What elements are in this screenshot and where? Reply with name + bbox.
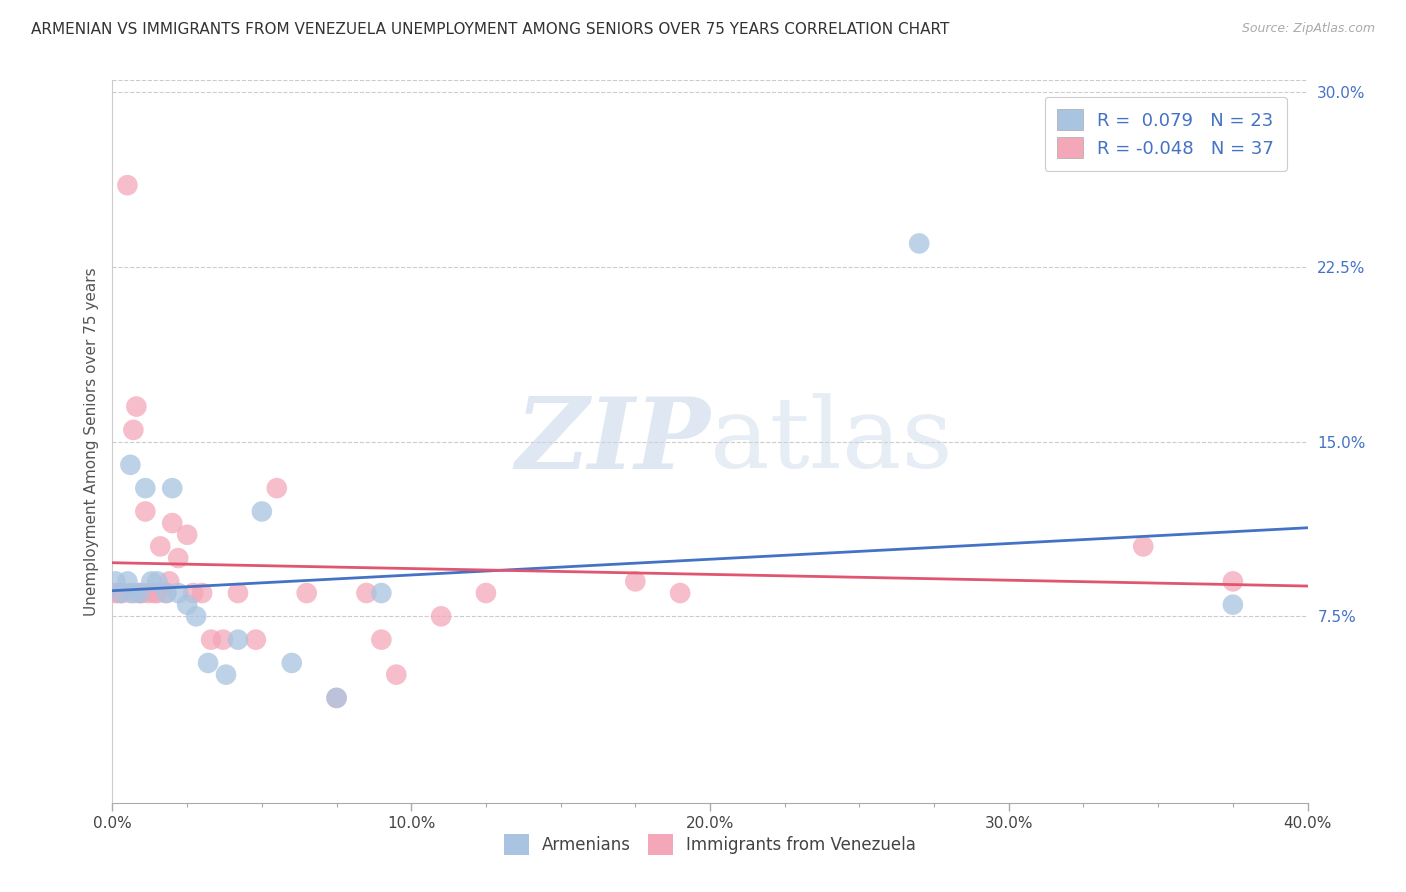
Point [141,574,163,589]
Point [385,667,408,681]
Point [122,423,145,437]
Point [162,516,183,530]
Point [191,586,214,600]
Point [125,400,148,414]
Point [146,586,169,600]
Point [370,586,392,600]
Point [117,574,139,589]
Point [146,574,169,589]
Point [122,586,145,600]
Point [143,586,166,600]
Point [624,574,647,589]
Point [1132,540,1154,554]
Text: Source: ZipAtlas.com: Source: ZipAtlas.com [1241,22,1375,36]
Point [176,528,198,542]
Point [475,586,498,600]
Point [167,551,190,566]
Point [226,586,249,600]
Legend: Armenians, Immigrants from Venezuela: Armenians, Immigrants from Venezuela [495,826,925,863]
Point [200,632,222,647]
Point [1222,574,1244,589]
Point [155,586,177,600]
Y-axis label: Unemployment Among Seniors over 75 years: Unemployment Among Seniors over 75 years [83,268,98,615]
Text: ZIP: ZIP [515,393,710,490]
Point [167,586,190,600]
Point [117,178,139,193]
Text: atlas: atlas [710,393,953,490]
Point [245,632,267,647]
Point [104,574,127,589]
Point [266,481,288,495]
Point [325,690,347,705]
Point [430,609,453,624]
Point [110,586,132,600]
Point [186,609,208,624]
Point [162,481,183,495]
Point [212,632,235,647]
Point [197,656,219,670]
Point [120,586,142,600]
Point [908,236,931,251]
Point [325,690,347,705]
Point [250,504,273,518]
Point [176,598,198,612]
Point [295,586,318,600]
Point [120,458,142,472]
Point [215,667,238,681]
Point [149,540,172,554]
Point [155,586,177,600]
Point [356,586,378,600]
Point [370,632,392,647]
Text: ARMENIAN VS IMMIGRANTS FROM VENEZUELA UNEMPLOYMENT AMONG SENIORS OVER 75 YEARS C: ARMENIAN VS IMMIGRANTS FROM VENEZUELA UN… [31,22,949,37]
Point [128,586,150,600]
Point [128,586,150,600]
Point [226,632,249,647]
Point [157,574,180,589]
Point [131,586,153,600]
Point [181,586,204,600]
Point [107,586,129,600]
Point [134,481,156,495]
Point [104,586,127,600]
Point [669,586,692,600]
Point [134,504,156,518]
Point [1222,598,1244,612]
Point [138,586,160,600]
Point [110,586,132,600]
Point [281,656,304,670]
